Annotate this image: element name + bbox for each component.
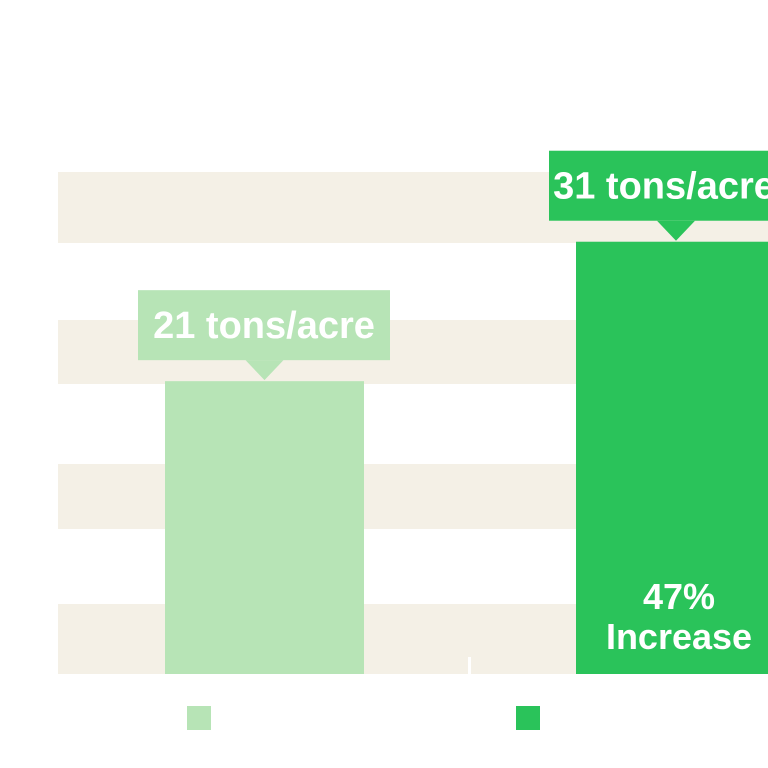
data-label-1: 21 tons/acre [138, 290, 390, 381]
legend-swatch-1 [187, 706, 211, 730]
callout-text: 21 tons/acre [153, 305, 375, 347]
annotation-line-1: 47% [643, 576, 715, 617]
axis-tick [468, 657, 471, 674]
legend [187, 706, 540, 730]
callout-pointer [245, 360, 284, 381]
annotation-line-2: Increase [606, 616, 752, 657]
callout-pointer [657, 220, 695, 241]
bars [165, 241, 768, 674]
legend-swatch-2 [516, 706, 540, 730]
bar-2 [576, 241, 768, 674]
callout-box [138, 290, 390, 361]
bar-1 [165, 381, 364, 674]
data-labels: 21 tons/acre 31 tons/acre 47%Increase [138, 150, 768, 657]
increase-annotation: 47%Increase [606, 576, 752, 657]
callout-text: 31 tons/acre [553, 166, 768, 208]
callout-box [549, 150, 768, 221]
data-label-2: 31 tons/acre [549, 150, 768, 241]
